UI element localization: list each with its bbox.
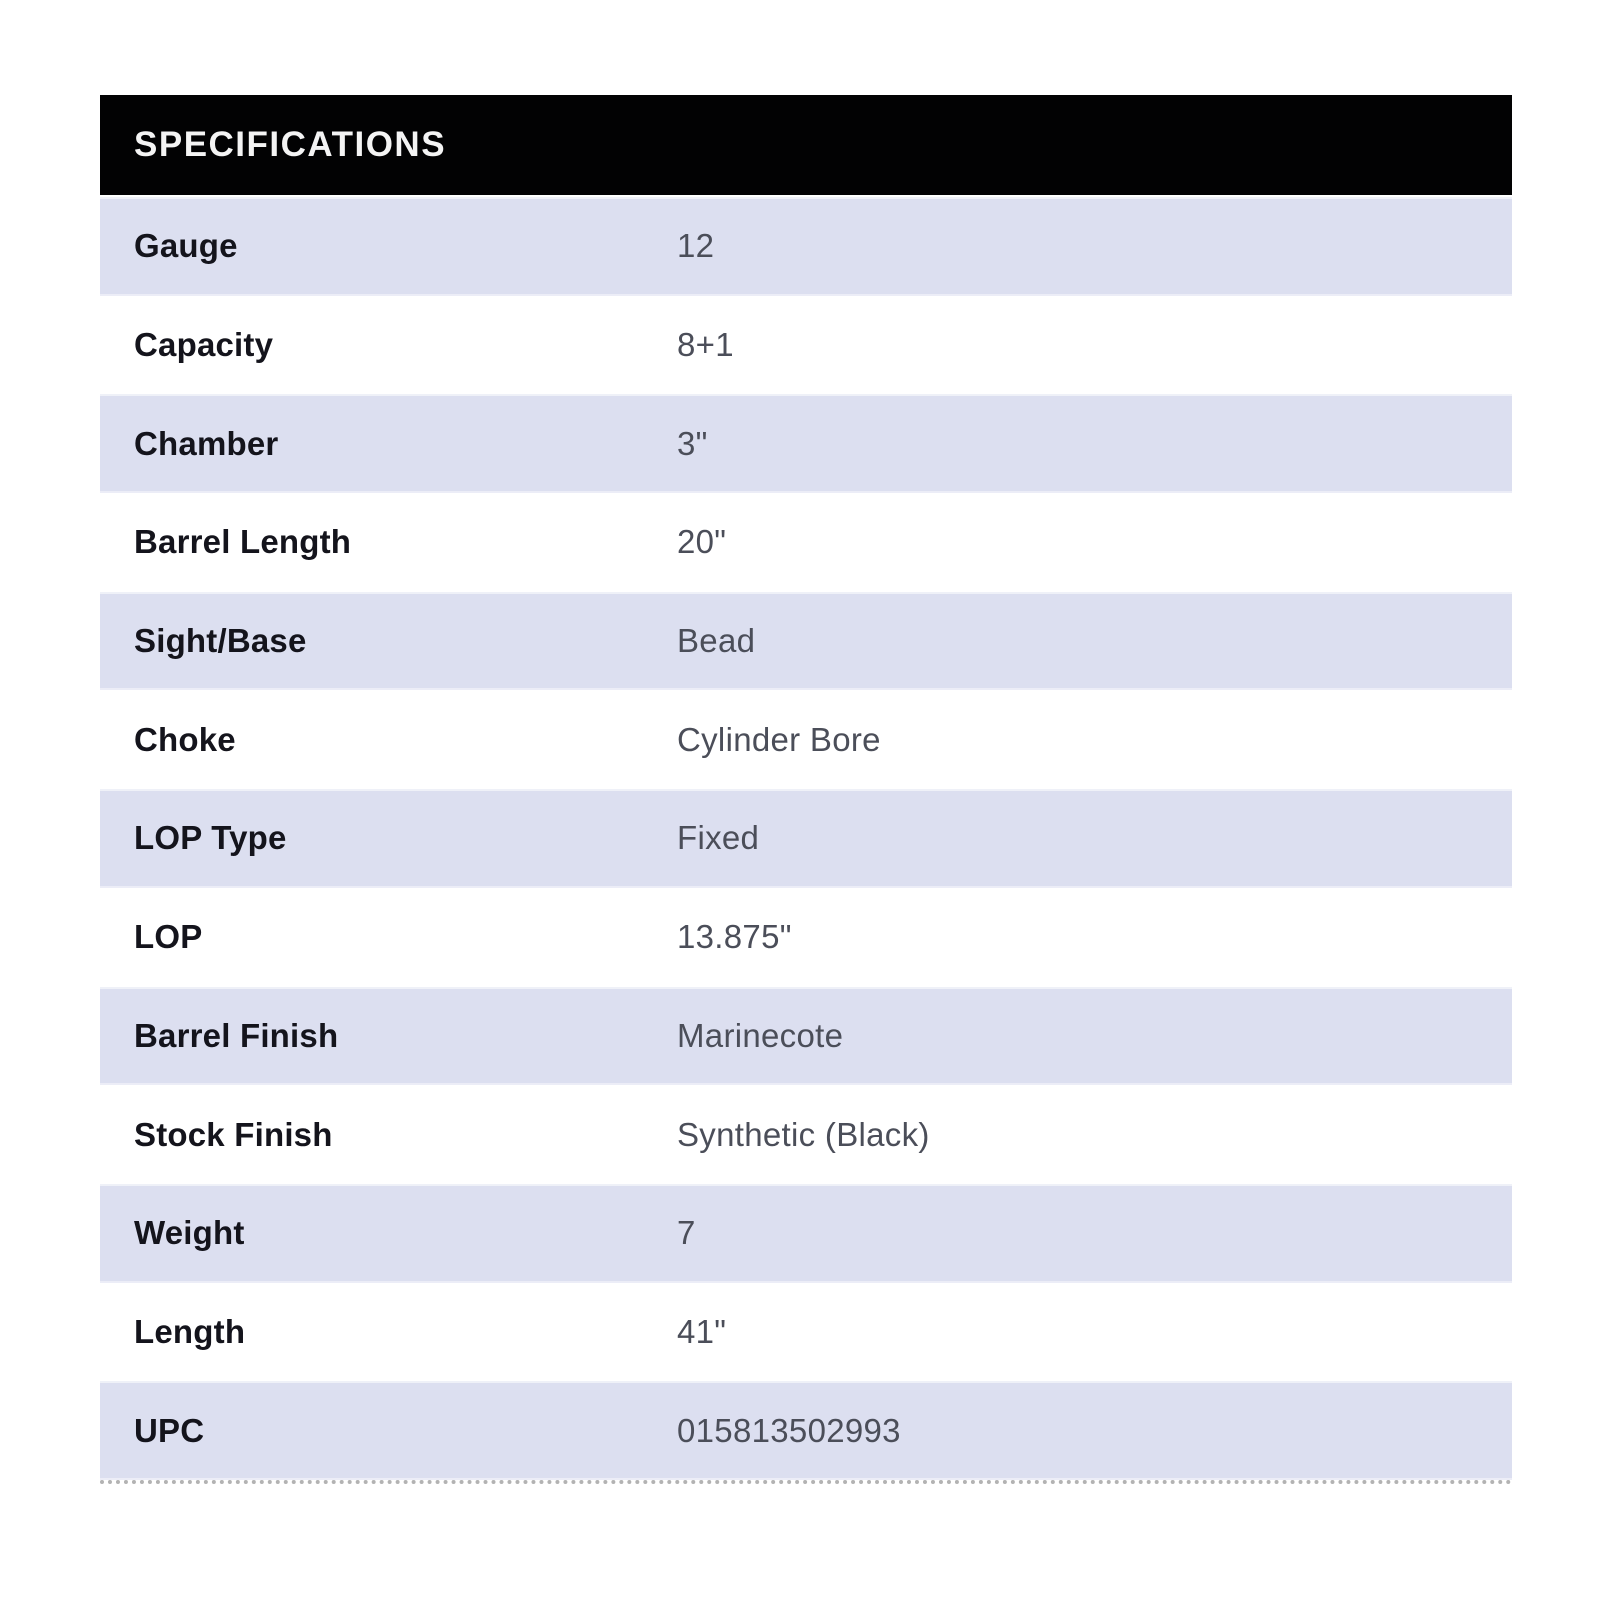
spec-value: 3" xyxy=(677,424,708,462)
spec-label: Chamber xyxy=(134,424,279,462)
spec-value: 015813502993 xyxy=(677,1411,901,1449)
table-row-lop: LOP 13.875" xyxy=(100,887,1512,987)
spec-label: Stock Finish xyxy=(134,1115,333,1153)
specifications-rows: Gauge 12 Capacity 8+1 Chamber 3" Barrel … xyxy=(100,197,1512,1484)
spec-value: 13.875" xyxy=(677,918,792,956)
table-row-upc: UPC 015813502993 xyxy=(100,1381,1512,1480)
spec-value: Cylinder Bore xyxy=(677,720,881,758)
table-row-chamber: Chamber 3" xyxy=(100,394,1512,494)
table-row-barrel-finish: Barrel Finish Marinecote xyxy=(100,986,1512,1086)
spec-label: Gauge xyxy=(134,227,238,265)
spec-value: 20" xyxy=(677,523,727,561)
table-row-length: Length 41" xyxy=(100,1282,1512,1382)
specifications-header: SPECIFICATIONS xyxy=(100,95,1512,195)
spec-value: Marinecote xyxy=(677,1016,844,1054)
table-row-sight-base: Sight/Base Bead xyxy=(100,591,1512,691)
spec-value: 41" xyxy=(677,1312,727,1350)
table-row-choke: Choke Cylinder Bore xyxy=(100,690,1512,790)
spec-label: UPC xyxy=(134,1411,205,1449)
spec-label: Length xyxy=(134,1312,246,1350)
spec-label: Capacity xyxy=(134,326,274,364)
spec-label: Choke xyxy=(134,720,236,758)
table-row-lop-type: LOP Type Fixed xyxy=(100,789,1512,888)
table-row-barrel-length: Barrel Length 20" xyxy=(100,493,1512,592)
spec-value: Fixed xyxy=(677,819,760,857)
spec-value: 7 xyxy=(677,1214,696,1252)
specifications-title: SPECIFICATIONS xyxy=(134,125,447,164)
table-row-gauge: Gauge 12 xyxy=(100,197,1512,296)
table-row-capacity: Capacity 8+1 xyxy=(100,295,1512,395)
spec-value: Synthetic (Black) xyxy=(677,1115,930,1153)
table-row-stock-finish: Stock Finish Synthetic (Black) xyxy=(100,1085,1512,1184)
spec-value: Bead xyxy=(677,622,756,660)
spec-value: 12 xyxy=(677,227,715,265)
spec-value: 8+1 xyxy=(677,326,734,364)
spec-label: Sight/Base xyxy=(134,622,307,660)
spec-label: LOP xyxy=(134,918,203,956)
spec-label: Weight xyxy=(134,1214,245,1252)
spec-label: Barrel Finish xyxy=(134,1016,339,1054)
spec-label: Barrel Length xyxy=(134,523,352,561)
specifications-table: SPECIFICATIONS Gauge 12 Capacity 8+1 Cha… xyxy=(100,95,1512,1484)
table-row-weight: Weight 7 xyxy=(100,1183,1512,1283)
spec-label: LOP Type xyxy=(134,819,287,857)
